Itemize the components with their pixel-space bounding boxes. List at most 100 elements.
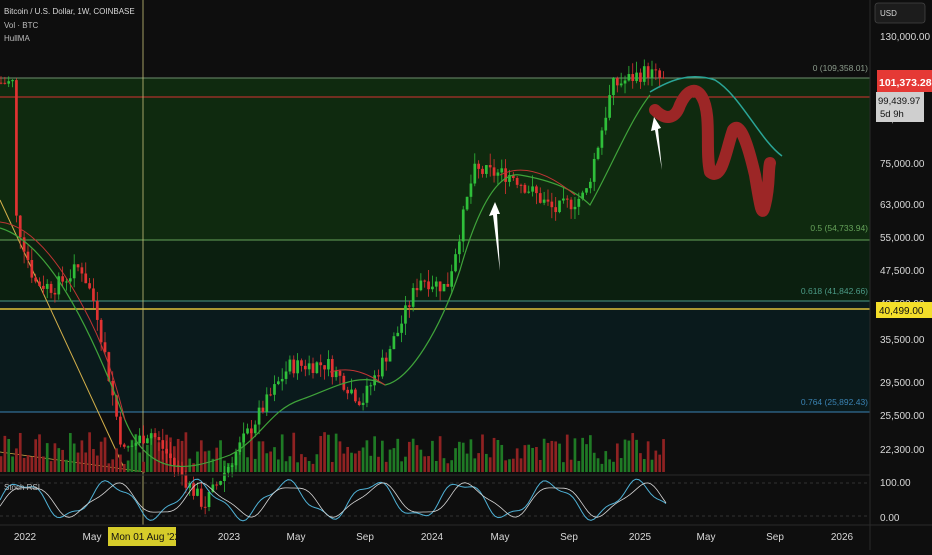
candle-body [276, 381, 280, 385]
volume-bar [377, 456, 380, 472]
rsi-tick-0: 0.00 [880, 513, 900, 524]
volume-bar [442, 458, 446, 472]
volume-bar [219, 440, 222, 472]
candle-body [142, 435, 145, 444]
volume-legend[interactable]: Vol · BTC [4, 21, 38, 30]
volume-bar [65, 459, 68, 472]
candle-body [581, 192, 584, 199]
volume-bar [380, 440, 384, 472]
candle-body [0, 82, 3, 84]
candle-body [172, 458, 176, 466]
volume-bar [635, 439, 638, 472]
currency-label: USD [880, 9, 897, 18]
volume-bar [276, 459, 280, 472]
candle-body [527, 191, 531, 193]
candle-body [76, 264, 80, 268]
price-tick-label: 55,000.00 [880, 233, 925, 244]
volume-bar [284, 461, 288, 472]
candle-body [511, 175, 515, 178]
volume-bar [30, 456, 34, 472]
volume-bar [350, 452, 353, 472]
candle-body [450, 271, 454, 287]
volume-bar [639, 453, 642, 472]
candle-body [604, 117, 608, 131]
candle-body [627, 74, 631, 81]
candle-body [508, 175, 511, 182]
volume-bar [658, 454, 662, 472]
volume-bar [134, 434, 138, 472]
candle-body [354, 389, 357, 402]
candle-body [303, 365, 307, 370]
indicator-legend[interactable]: HullMA [4, 34, 30, 43]
fib-label-0-5: 0.5 (54,733.94) [810, 223, 868, 233]
candle-body [126, 446, 130, 448]
volume-bar [130, 439, 134, 472]
volume-bar [496, 439, 500, 472]
candle-body [72, 264, 76, 279]
candle-body [546, 199, 550, 202]
candle-body [119, 416, 122, 445]
volume-bar [3, 435, 7, 472]
candle-body [388, 349, 392, 362]
price-tick-label: 47,500.00 [880, 266, 925, 277]
volume-bar [550, 440, 554, 472]
candle-body [550, 201, 554, 208]
candle-body [319, 362, 323, 366]
volume-bar [273, 447, 276, 472]
candle-body [42, 285, 45, 289]
volume-bar [427, 456, 430, 472]
candle-body [396, 332, 400, 337]
arrow-up-icon[interactable] [651, 117, 662, 170]
rsi-legend[interactable]: Stoch RSI [4, 483, 40, 492]
volume-bar [311, 463, 315, 472]
candle-body [365, 385, 369, 403]
candle-body [500, 168, 504, 173]
volume-bar [180, 440, 184, 472]
countdown-text: 5d 9h [880, 109, 904, 120]
volume-bar [84, 452, 88, 472]
volume-bar [192, 463, 195, 472]
candle-body [400, 323, 403, 333]
candle-body [515, 177, 519, 185]
candle-body [146, 438, 149, 444]
volume-bar [546, 442, 550, 472]
candle-body [504, 168, 507, 182]
volume-bar [585, 444, 588, 472]
candle-body [662, 77, 665, 79]
currency-badge[interactable] [874, 2, 926, 24]
candle-body [315, 362, 319, 374]
stoch-rsi-d [0, 482, 667, 518]
volume-bar [146, 444, 149, 472]
candle-body [650, 69, 654, 78]
candle-body [234, 452, 238, 466]
volume-bar [473, 458, 477, 472]
volume-bar [538, 460, 542, 472]
candle-body [192, 482, 195, 496]
volume-bar [562, 462, 565, 472]
candle-body [646, 66, 650, 78]
last-price-tag [877, 70, 932, 92]
candle-body [138, 435, 142, 444]
volume-bar [115, 448, 118, 472]
arrow-up-icon[interactable] [489, 202, 500, 271]
volume-bar [481, 434, 484, 472]
trend-line[interactable] [0, 199, 126, 471]
candle-body [631, 74, 635, 81]
drawn-projection[interactable] [649, 84, 776, 217]
candle-body [84, 273, 88, 284]
candle-body [419, 280, 423, 291]
volume-bar [246, 457, 249, 472]
time-axis-labels[interactable]: 2022 May 2023 May Sep 2024 May Sep 2025 May Sep 202… [14, 532, 854, 543]
volume-bar [450, 460, 454, 472]
candle-body [165, 448, 168, 454]
symbol-title[interactable]: Bitcoin / U.S. Dollar, 1W, COINBASE [4, 7, 135, 16]
candle-body [454, 254, 457, 272]
candle-body [49, 283, 53, 293]
hullma-line-red [0, 221, 126, 421]
volume-bar [485, 453, 488, 472]
projection-curve[interactable] [649, 76, 783, 157]
volume-bar [119, 454, 122, 472]
volume-bar [296, 462, 299, 472]
